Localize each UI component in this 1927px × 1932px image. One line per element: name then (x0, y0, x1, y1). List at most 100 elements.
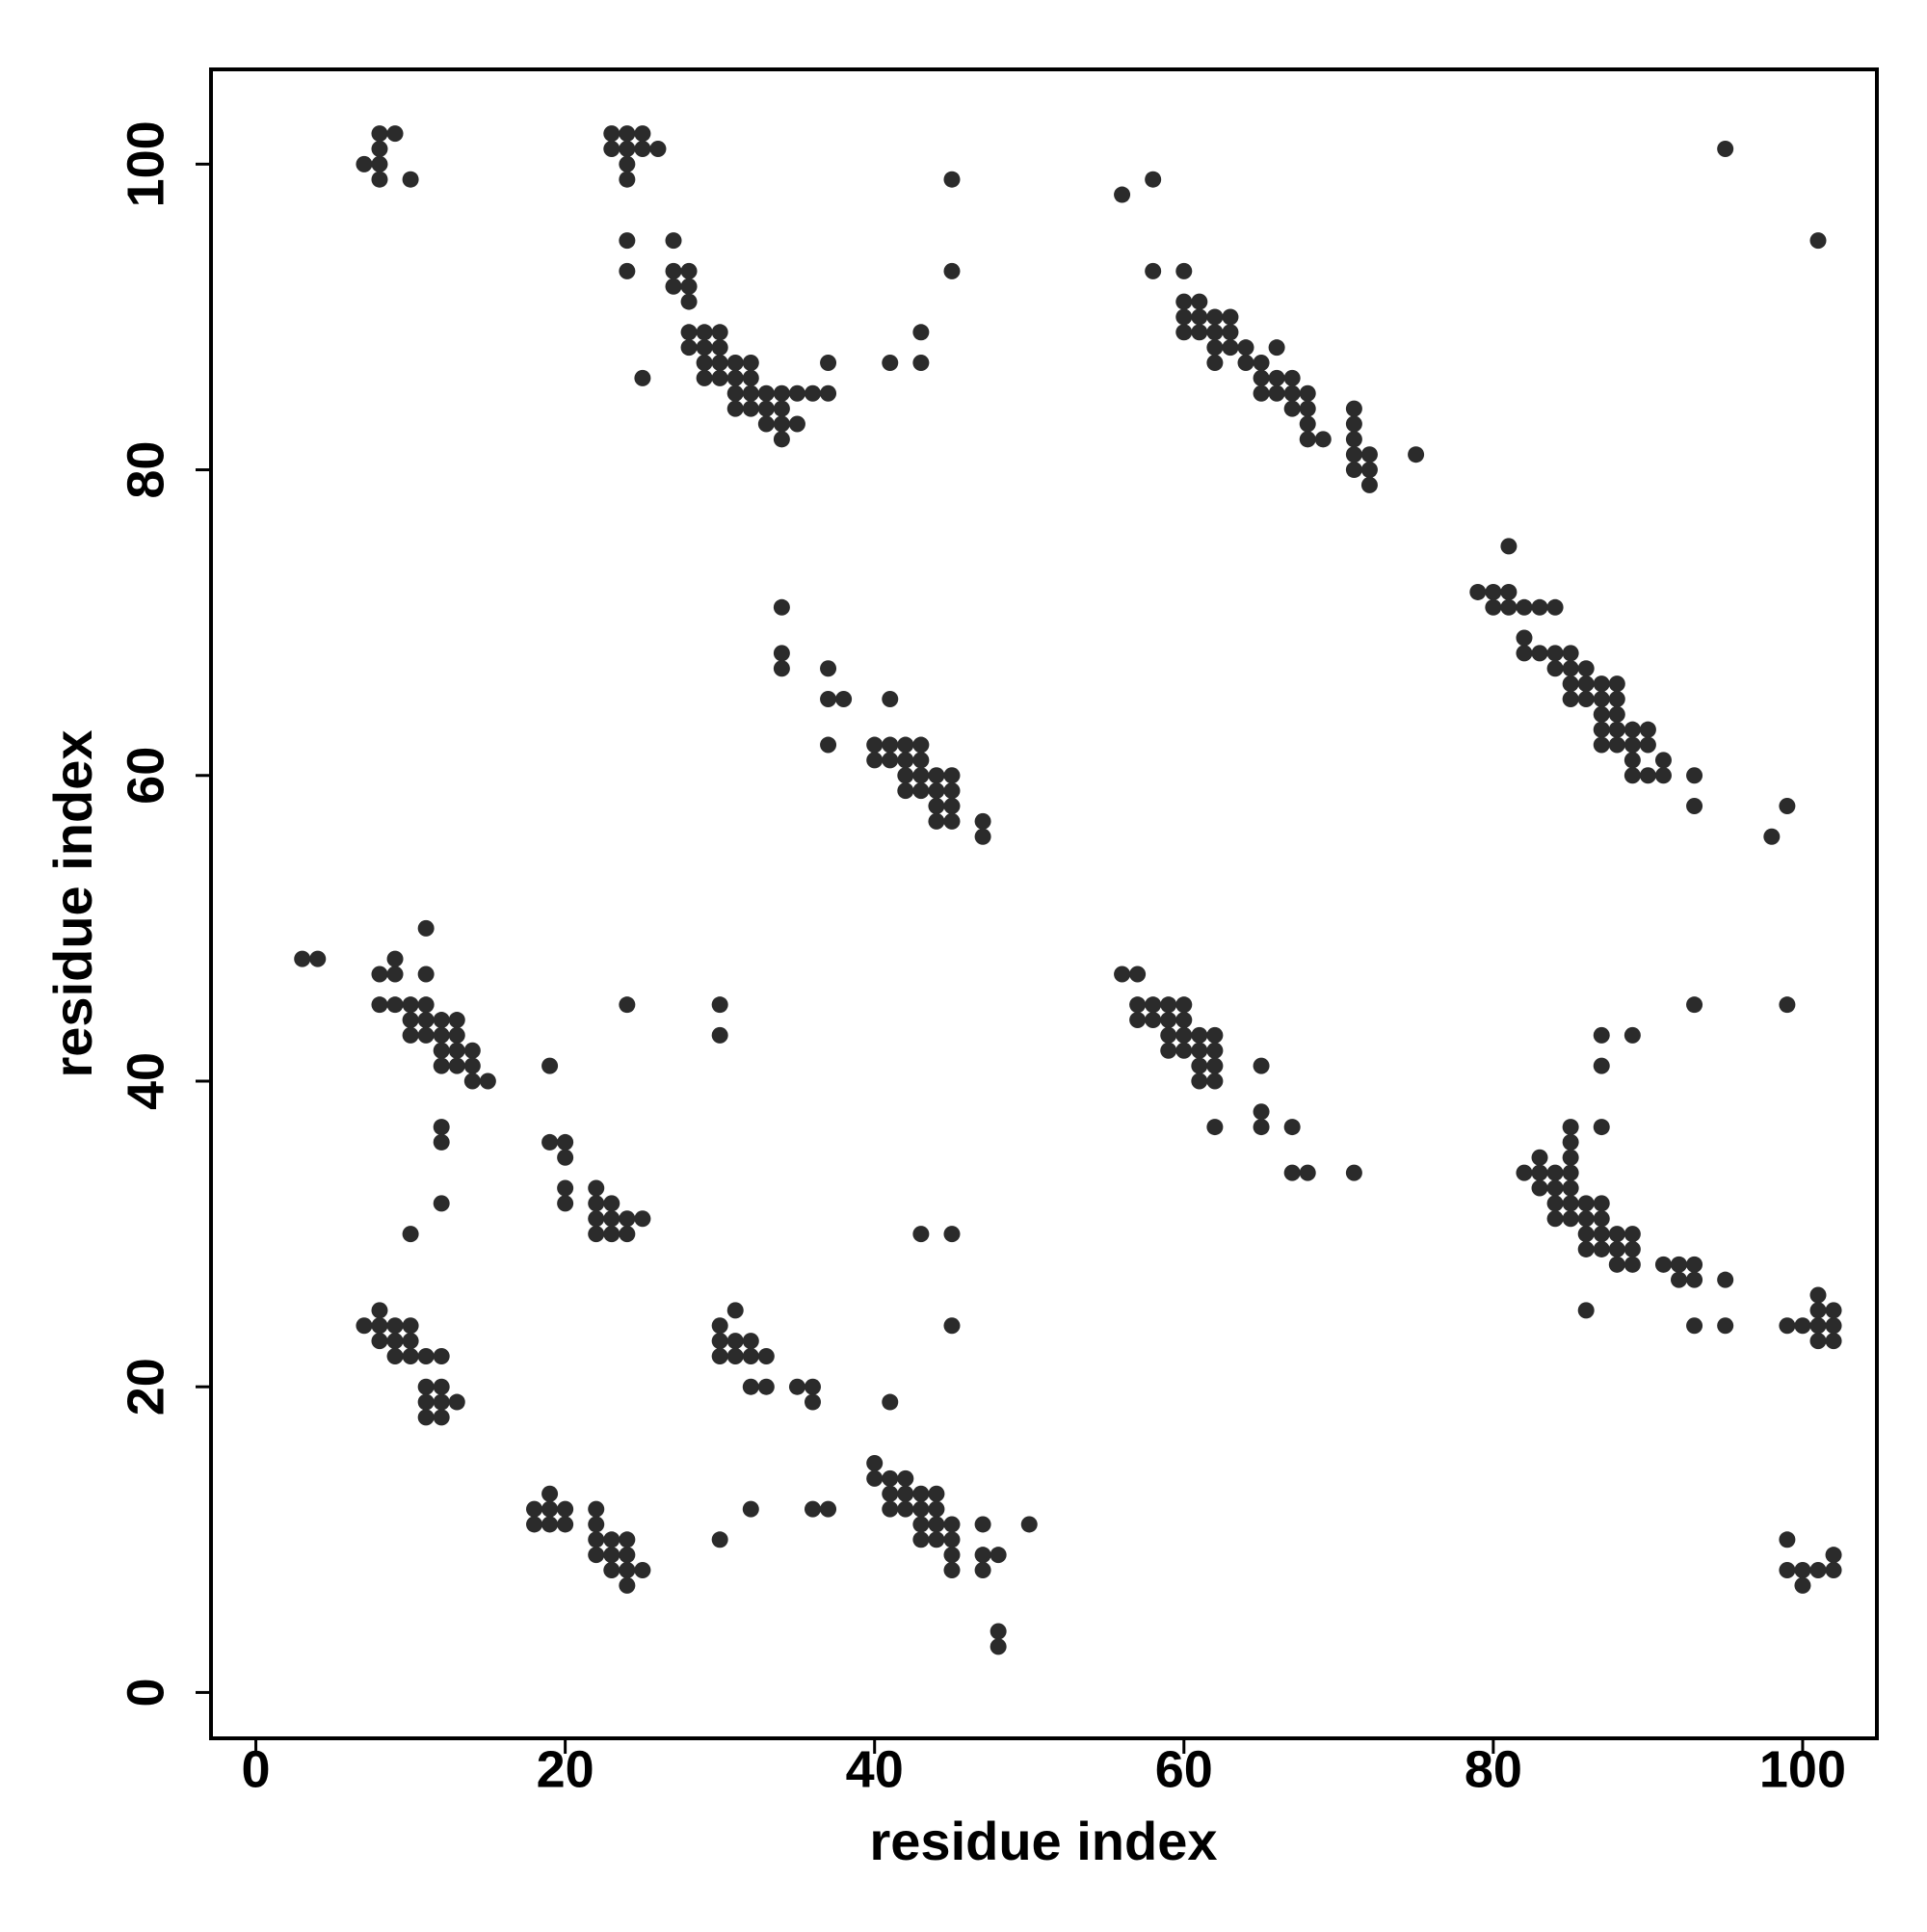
contact-point (1562, 1133, 1579, 1151)
contact-point (1671, 1256, 1688, 1273)
contact-point (665, 262, 682, 279)
contact-point (773, 400, 790, 417)
contact-point (1145, 1012, 1162, 1029)
contact-point (1160, 1042, 1177, 1059)
contact-point (386, 966, 404, 983)
contact-point (1469, 583, 1487, 600)
contact-point (1345, 1164, 1362, 1181)
contact-point (1500, 538, 1518, 555)
contact-point (1825, 1333, 1842, 1350)
contact-point (882, 1469, 899, 1487)
contact-point (1129, 1012, 1147, 1029)
contact-point (1562, 1149, 1579, 1166)
contact-point (1206, 1072, 1224, 1090)
contact-point (448, 1393, 465, 1411)
contact-point (557, 1179, 574, 1197)
contact-point (773, 660, 790, 677)
contact-point (1206, 1042, 1224, 1059)
contact-point (1639, 721, 1656, 738)
contact-point (1562, 690, 1579, 707)
contact-point (1593, 690, 1610, 707)
contact-point (912, 752, 930, 769)
contact-point (1608, 736, 1625, 754)
contact-point (1129, 966, 1147, 983)
contact-point (726, 355, 744, 372)
contact-point (711, 1531, 728, 1548)
contact-point (1779, 1531, 1796, 1548)
contact-point (1593, 1210, 1610, 1228)
contact-point (866, 752, 884, 769)
contact-point (433, 1378, 450, 1395)
x-axis-title: residue index (869, 1811, 1217, 1871)
contact-point (1516, 598, 1533, 616)
contact-point (1206, 324, 1224, 341)
contact-point (943, 1226, 961, 1243)
contact-point (1360, 462, 1378, 479)
contact-point (943, 767, 961, 784)
contact-point (711, 1347, 728, 1364)
contact-point (433, 1347, 450, 1364)
contact-point (417, 1393, 435, 1411)
contact-point (1206, 1057, 1224, 1074)
contact-point (943, 1547, 961, 1564)
contact-point (928, 1531, 945, 1548)
contact-point (912, 736, 930, 754)
contact-point (742, 1378, 759, 1395)
contact-point (1160, 996, 1177, 1014)
contact-point (680, 324, 698, 341)
contact-point (433, 1133, 450, 1151)
contact-point (742, 384, 759, 402)
contact-point (1825, 1317, 1842, 1335)
contact-point (1299, 415, 1316, 433)
contact-point (1175, 308, 1193, 326)
contact-point (1531, 1164, 1548, 1181)
contact-point (1608, 1226, 1625, 1243)
contact-point (804, 1378, 821, 1395)
contact-point (943, 1531, 961, 1548)
contact-point (974, 1547, 991, 1564)
contact-point (757, 1378, 775, 1395)
contact-point (820, 660, 837, 677)
contact-point (619, 1226, 636, 1243)
contact-point (619, 262, 636, 279)
contact-point (433, 1409, 450, 1426)
contact-point (588, 1547, 605, 1564)
contact-point (680, 278, 698, 295)
contact-point (619, 1576, 636, 1594)
contact-point (773, 645, 790, 662)
contact-point (433, 1057, 450, 1074)
contact-point (882, 752, 899, 769)
contact-point (1500, 583, 1518, 600)
contact-point (726, 1302, 744, 1319)
contact-point (1577, 1302, 1595, 1319)
contact-point (1608, 705, 1625, 723)
axes-layer: 0 20 40 60 80 100 0 20 40 60 80 100 (117, 120, 1846, 1798)
contact-point (1160, 1012, 1177, 1029)
contact-point (386, 125, 404, 143)
contact-point (1779, 1317, 1796, 1335)
contact-point (1175, 1026, 1193, 1044)
contact-point (1206, 1119, 1224, 1136)
contact-point (1577, 1240, 1595, 1257)
contact-point (433, 1026, 450, 1044)
y-tick-label: 20 (117, 1358, 174, 1416)
contact-point (417, 919, 435, 937)
contact-point (943, 782, 961, 800)
contact-point (1268, 339, 1285, 357)
contact-point (1145, 262, 1162, 279)
contact-point (1562, 675, 1579, 693)
contact-point (1345, 431, 1362, 448)
contact-point (463, 1072, 481, 1090)
contact-point (742, 400, 759, 417)
contact-point (711, 1026, 728, 1044)
contact-point (588, 1210, 605, 1228)
contact-point (619, 171, 636, 188)
contact-point (619, 155, 636, 172)
contact-point (773, 431, 790, 448)
contact-point (417, 966, 435, 983)
contact-point (1546, 660, 1564, 677)
contact-point (1577, 675, 1595, 693)
contact-point (402, 1026, 419, 1044)
